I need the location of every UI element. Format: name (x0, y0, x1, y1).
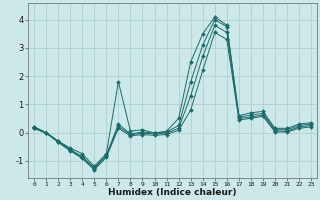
X-axis label: Humidex (Indice chaleur): Humidex (Indice chaleur) (108, 188, 237, 197)
